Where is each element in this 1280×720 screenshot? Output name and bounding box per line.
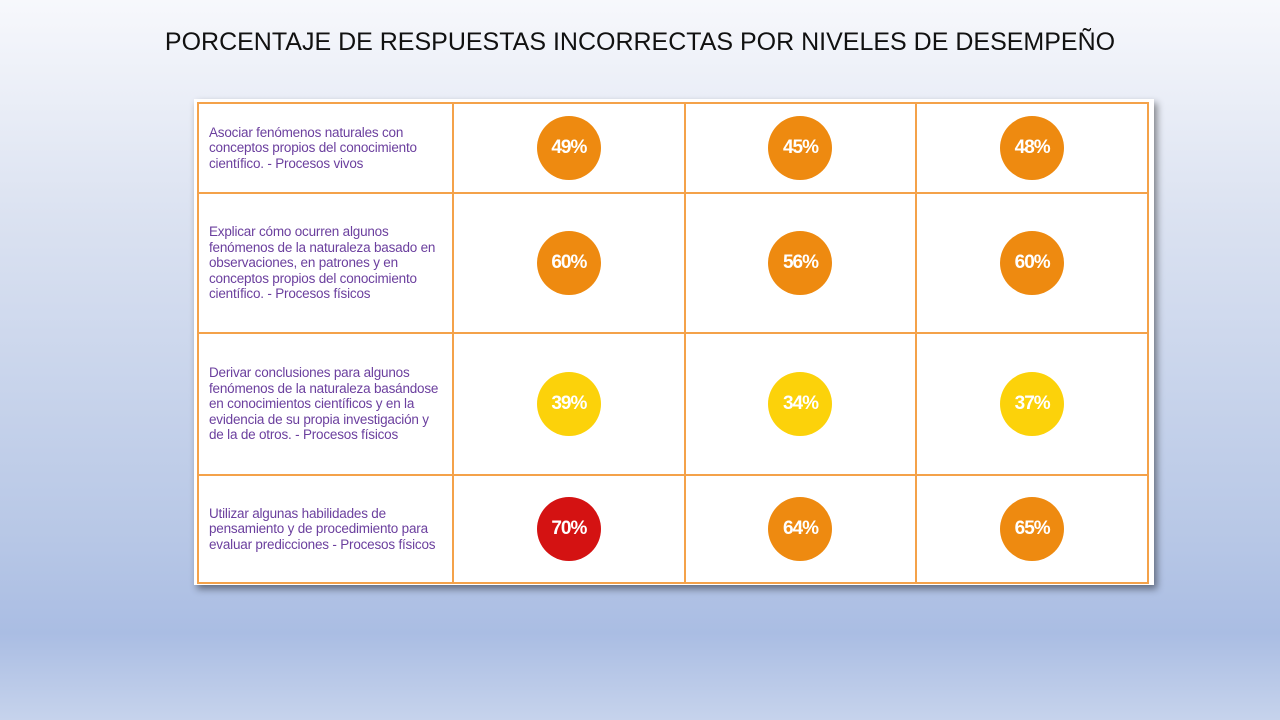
slide-title: PORCENTAJE DE RESPUESTAS INCORRECTAS POR…	[164, 28, 1116, 56]
table-row: Utilizar algunas habilidades de pensamie…	[197, 474, 1149, 584]
percentage-badge: 56%	[768, 231, 833, 295]
value-cell: 34%	[683, 332, 918, 476]
table-row: Explicar cómo ocurren algunos fenómenos …	[197, 192, 1149, 334]
value-cell: 56%	[683, 192, 918, 334]
value-cell: 48%	[915, 102, 1149, 194]
percentage-badge: 65%	[1000, 497, 1065, 561]
row-description: Utilizar algunas habilidades de pensamie…	[197, 474, 454, 584]
percentage-badge: 45%	[768, 116, 833, 180]
percentage-badge: 39%	[536, 372, 601, 436]
percentage-badge: 60%	[536, 231, 601, 295]
value-cell: 70%	[452, 474, 686, 584]
value-cell: 60%	[915, 192, 1149, 334]
value-cell: 39%	[452, 332, 686, 476]
row-description: Derivar conclusiones para algunos fenóme…	[197, 332, 454, 476]
performance-table-image: Asociar fenómenos naturales con concepto…	[194, 99, 1154, 585]
percentage-badge: 48%	[1000, 116, 1065, 180]
percentage-badge: 60%	[1000, 231, 1065, 295]
percentage-badge: 70%	[536, 497, 601, 561]
value-cell: 60%	[452, 192, 686, 334]
performance-table: Asociar fenómenos naturales con concepto…	[197, 102, 1149, 584]
percentage-badge: 64%	[768, 497, 833, 561]
value-cell: 49%	[452, 102, 686, 194]
percentage-badge: 34%	[768, 372, 833, 436]
value-cell: 64%	[683, 474, 918, 584]
percentage-badge: 49%	[536, 116, 601, 180]
value-cell: 45%	[683, 102, 918, 194]
percentage-badge: 37%	[1000, 372, 1065, 436]
row-description: Explicar cómo ocurren algunos fenómenos …	[197, 192, 454, 334]
value-cell: 65%	[915, 474, 1149, 584]
table-row: Derivar conclusiones para algunos fenóme…	[197, 332, 1149, 476]
row-description: Asociar fenómenos naturales con concepto…	[197, 102, 454, 194]
table-row: Asociar fenómenos naturales con concepto…	[197, 102, 1149, 194]
value-cell: 37%	[915, 332, 1149, 476]
